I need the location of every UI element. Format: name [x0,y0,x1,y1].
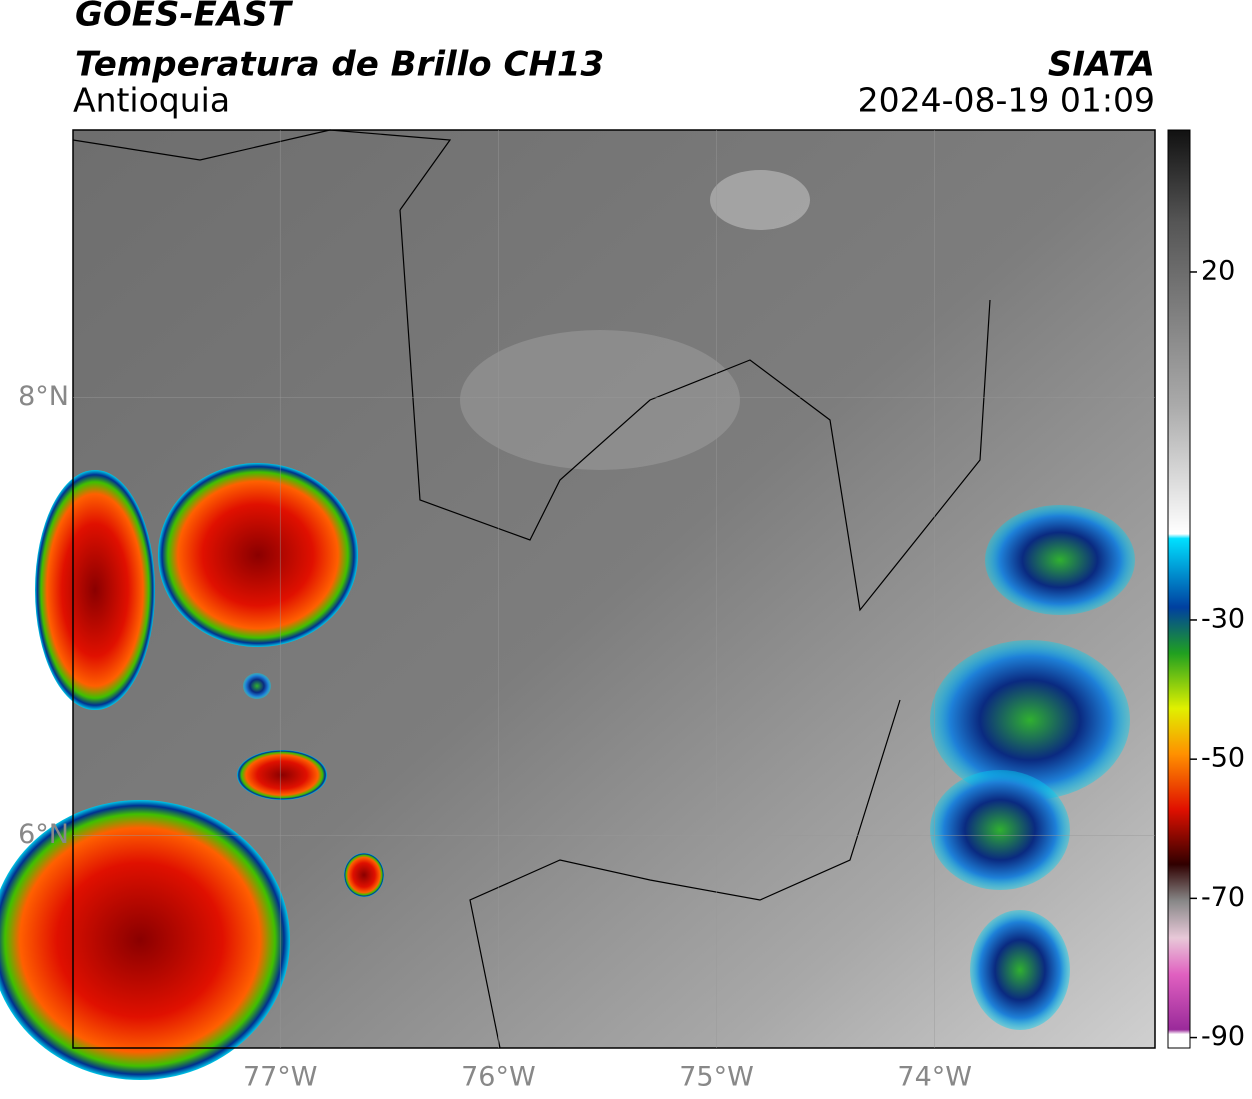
region: Antioquia [73,81,230,120]
colorbar-tick-label: -90 [1201,1021,1245,1052]
subtitle: Temperatura de Brillo CH13 [75,45,604,85]
lon-label: 76°W [461,1062,536,1093]
lon-label: 74°W [897,1062,972,1093]
satellite-image [0,129,1156,1080]
lat-label: 8°N [18,381,69,412]
colorbar-tick-label: 20 [1201,255,1235,286]
lon-label: 75°W [679,1062,754,1093]
source: SIATA [1048,45,1155,85]
lon-label: 77°W [243,1062,318,1093]
datetime: 2024-08-19 01:09 [858,81,1155,120]
lat-label: 6°N [18,819,69,850]
colorbar-tick-label: -50 [1201,743,1245,774]
colorbar [1167,129,1191,1049]
title: GOES-EAST [75,0,294,35]
colorbar-tick-label: -30 [1201,603,1245,634]
colorbar-tick-label: -70 [1201,882,1245,913]
